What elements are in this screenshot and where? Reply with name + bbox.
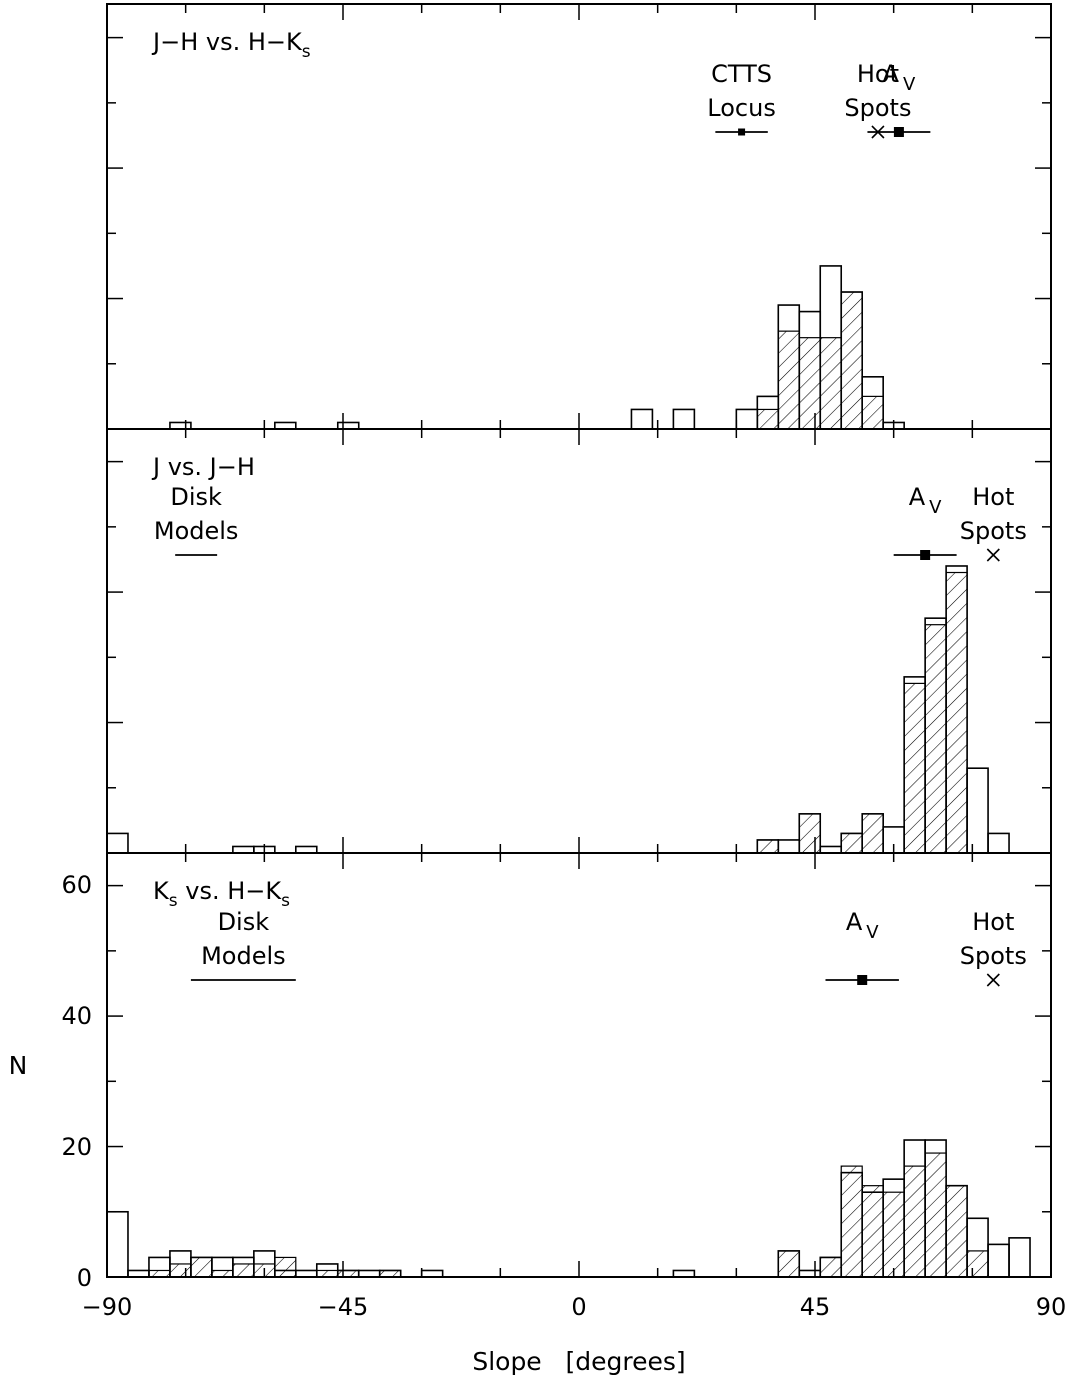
histogram-bar	[106, 1210, 129, 1278]
hatched-bar	[757, 839, 779, 853]
hatched-bar	[148, 1270, 170, 1277]
hatched-bar	[904, 683, 926, 853]
x-tick-label: −45	[318, 1293, 369, 1321]
hatched-bar	[274, 1257, 296, 1277]
y-tick-label: 0	[77, 1264, 92, 1292]
hatched-bar	[946, 572, 968, 853]
x-tick-labels: −90 −45 0 45 90	[82, 1293, 1067, 1321]
marker-label: Locus	[707, 94, 776, 122]
marker-label: Hot	[857, 60, 899, 88]
panel-top-frame	[106, 3, 1052, 430]
panel-bottom: Ks vs. H−Ks Disk Models A V Hot Spots	[106, 852, 1052, 1278]
marker-label: Disk	[218, 908, 270, 936]
histogram-bar	[987, 832, 1010, 854]
x-axis-label: Slope [degrees]	[472, 1347, 685, 1376]
panel-middle: J vs. J−H Disk Models A V Hot Spots	[106, 428, 1052, 854]
hatched-bar	[778, 1250, 800, 1277]
hatched-bar	[799, 813, 821, 853]
hatched-bar	[316, 1270, 338, 1277]
marker-square	[893, 127, 904, 137]
y-axis-label: N	[9, 1051, 28, 1080]
x-tick-label: −90	[82, 1293, 133, 1321]
hatched-bar	[862, 813, 884, 853]
marker-label: Spots	[844, 94, 911, 122]
panel-middle-bars	[106, 565, 1010, 854]
histogram-bar	[966, 767, 989, 854]
histogram-bar	[630, 408, 654, 430]
hatched-bar	[841, 833, 863, 853]
panel-label: J vs. J−H	[151, 453, 255, 481]
y-tick-label: 20	[61, 1133, 92, 1161]
hatched-bar	[904, 1166, 926, 1277]
panel-bottom-frame	[106, 852, 1052, 1278]
panel-bottom-ticks	[107, 853, 1051, 1277]
panel-middle-markers: Disk Models A V Hot Spots	[154, 483, 1027, 562]
histogram-bar	[987, 1243, 1010, 1278]
marker-label: Hot	[972, 908, 1014, 936]
marker-square	[857, 975, 868, 985]
hatched-bar	[778, 331, 800, 429]
y-tick-labels: 0 20 40 60	[61, 871, 92, 1292]
panel-top-label: J−H vs. H−Ks	[151, 28, 311, 62]
marker-label: Models	[201, 942, 286, 970]
marker-cross	[986, 548, 1000, 562]
histogram-bar	[1008, 1237, 1031, 1278]
hatched-bar	[841, 292, 863, 429]
hatched-bar	[337, 1270, 359, 1277]
panel-bottom-markers: Disk Models A V Hot Spots	[190, 908, 1027, 987]
panel-bottom-bars	[106, 1139, 1031, 1278]
marker-square	[738, 128, 746, 136]
histogram-bar	[672, 408, 696, 430]
hatched-bar	[820, 337, 842, 429]
hatched-bar	[211, 1270, 233, 1277]
y-tick-label: 60	[61, 871, 92, 899]
hatched-bar	[379, 1270, 401, 1277]
hatched-bar	[862, 396, 884, 429]
panel-middle-label: J vs. J−H	[151, 453, 255, 481]
y-tick-label: 40	[61, 1002, 92, 1030]
histogram-bar	[735, 408, 759, 430]
panel-top-ticks	[107, 4, 1051, 429]
hatched-bar	[190, 1257, 212, 1277]
x-tick-label: 45	[800, 1293, 831, 1321]
marker-square	[920, 550, 931, 560]
x-tick-label: 0	[571, 1293, 586, 1321]
marker-label: Spots	[960, 942, 1027, 970]
marker-label: CTTS	[711, 60, 772, 88]
hatched-bar	[946, 1185, 968, 1277]
panel-bottom-label: Ks vs. H−Ks	[153, 877, 290, 911]
marker-label: Disk	[170, 483, 222, 511]
hatched-bar	[925, 1153, 947, 1277]
panel-middle-ticks	[107, 429, 1051, 853]
hatched-bar	[169, 1263, 191, 1277]
hatched-bar	[841, 1166, 863, 1277]
hatched-bar	[232, 1263, 254, 1277]
panel-label: Ks vs. H−Ks	[153, 877, 290, 911]
hatched-bar	[862, 1185, 884, 1277]
marker-label: Spots	[960, 517, 1027, 545]
marker-label: Hot	[972, 483, 1014, 511]
hatched-bar	[883, 1192, 905, 1277]
x-tick-label: 90	[1036, 1293, 1067, 1321]
hatched-bar	[799, 337, 821, 429]
histogram-bar	[777, 839, 801, 854]
hatched-bar	[820, 1257, 842, 1277]
panel-label: J−H vs. H−Ks	[151, 28, 311, 62]
panel-top-bars	[169, 265, 905, 430]
hatched-bar	[967, 1250, 989, 1277]
hatched-bar	[925, 624, 947, 853]
marker-label: Models	[154, 517, 239, 545]
marker-cross	[986, 973, 1000, 987]
hatched-bar	[757, 409, 779, 429]
histogram-bar	[106, 832, 129, 854]
